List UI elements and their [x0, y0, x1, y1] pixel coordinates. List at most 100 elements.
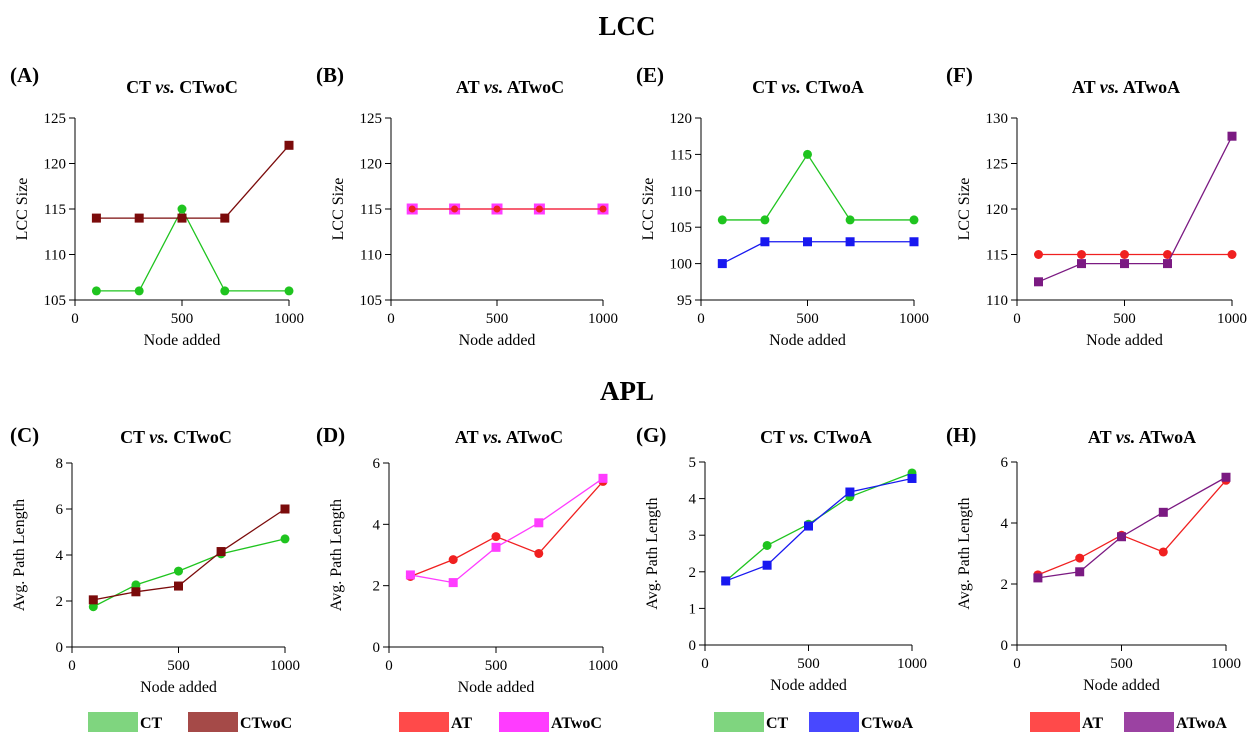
data-point-ctwoa: [845, 487, 855, 497]
panel-title-left: AT: [455, 427, 483, 447]
data-point-ctwoc: [220, 213, 230, 223]
x-axis-label: Node added: [140, 679, 217, 696]
y-tick-label: 2: [689, 565, 697, 581]
x-tick-label: 500: [1110, 656, 1133, 672]
data-point-ctwoa: [909, 237, 919, 247]
panel-a: (A) CT vs. CTwoC 105 110 115 120 125 0 500 1000 No…: [10, 63, 304, 349]
data-point-ctwoc: [131, 587, 141, 597]
panel-title-f: AT vs. ATwoA: [1072, 77, 1180, 97]
legend-label-ct: CT: [140, 715, 163, 732]
panel-letter-h: (H): [946, 423, 976, 447]
data-point-at: [408, 205, 416, 213]
x-tick-label: 500: [796, 311, 819, 327]
section-title-lcc: LCC: [598, 11, 655, 41]
data-point-ct: [280, 534, 290, 544]
legend-label-at: AT: [1082, 715, 1103, 732]
panel-letter-a: (A): [10, 63, 39, 87]
y-tick-label: 0: [373, 640, 381, 656]
y-tick-label: 8: [56, 456, 64, 472]
panel-title-g: CT vs. CTwoA: [760, 427, 872, 447]
y-tick-label: 110: [670, 184, 692, 200]
panel-title-vs: vs.: [1116, 427, 1136, 447]
x-tick-label: 500: [171, 311, 194, 327]
legend-label-ctwoa: CTwoA: [861, 715, 914, 732]
panel-title-b: AT vs. ATwoC: [456, 77, 564, 97]
data-point-ct: [91, 286, 101, 296]
series-line-atwoa: [1038, 135, 1233, 283]
panel-title-vs: vs.: [1100, 77, 1120, 97]
data-point-ctwoa: [845, 237, 855, 247]
data-point-at: [599, 205, 607, 213]
panel-title-e: CT vs. CTwoA: [752, 77, 864, 97]
data-point-ct: [174, 566, 183, 576]
data-point-at: [1034, 250, 1043, 259]
panel-title-h: AT vs. ATwoA: [1088, 427, 1196, 447]
panel-title-left: CT: [120, 427, 149, 447]
y-tick-label: 2: [56, 594, 64, 610]
panel-title-left: CT: [760, 427, 789, 447]
panel-title-vs: vs.: [483, 427, 503, 447]
panel-letter-e: (E): [636, 63, 664, 87]
panel-title-left: AT: [456, 77, 484, 97]
panel-d: (D) AT vs. ATwoC 0 2 4 6 0 500 1000 Node added Avg…: [316, 423, 618, 732]
panel-title-vs: vs.: [781, 77, 801, 97]
legend-label-at: AT: [451, 715, 472, 732]
y-tick-label: 110: [986, 293, 1008, 309]
legend-swatch-atwoa: [1124, 712, 1174, 732]
y-axis-label: Avg. Path Length: [644, 497, 661, 609]
panel-title-d: AT vs. ATwoC: [455, 427, 563, 447]
data-point-atwoa: [1158, 507, 1168, 517]
data-point-atwoa: [1227, 131, 1237, 141]
x-tick-label: 500: [1113, 311, 1136, 327]
y-tick-label: 2: [1001, 577, 1009, 593]
x-tick-label: 0: [701, 656, 709, 672]
y-tick-label: 130: [986, 111, 1009, 127]
x-axis-label: Node added: [459, 332, 536, 349]
data-point-ctwoc: [88, 595, 98, 605]
data-point-atwoc: [448, 578, 458, 588]
panel-title-vs: vs.: [155, 77, 175, 97]
data-point-ctwoc: [216, 547, 226, 557]
y-tick-label: 120: [44, 157, 67, 173]
panel-g: (G) CT vs. CTwoA 0 1 2 3 4 5 0 500 1000 Node added A…: [636, 423, 927, 732]
legend-swatch-at: [1030, 712, 1080, 732]
data-point-atwoa: [1120, 259, 1129, 269]
legend-swatch-ct: [714, 712, 764, 732]
x-axis-label: Node added: [458, 679, 535, 696]
legend-swatch-ctwoc: [188, 712, 238, 732]
data-point-ctwoa: [804, 521, 813, 531]
y-tick-label: 0: [1001, 638, 1009, 654]
data-point-atwoa: [1117, 532, 1126, 542]
data-point-ctwoa: [907, 473, 917, 483]
x-axis-label: Node added: [1083, 677, 1160, 694]
data-point-ctwoc: [280, 504, 290, 514]
data-point-at: [491, 532, 501, 542]
y-axis-label: LCC Size: [14, 178, 31, 241]
y-tick-label: 6: [1001, 455, 1009, 471]
data-point-ct: [845, 215, 855, 225]
y-tick-label: 3: [689, 528, 697, 544]
panel-h: (H) AT vs. ATwoA 0 2 4 6 0 500 1000 Node added Avg…: [946, 423, 1241, 732]
y-tick-label: 125: [986, 157, 1009, 173]
legend-swatch-at: [399, 712, 449, 732]
legend-label-atwoc: ATwoC: [551, 715, 602, 732]
y-tick-label: 120: [670, 111, 693, 127]
x-tick-label: 1000: [1217, 311, 1247, 327]
y-tick-label: 4: [689, 492, 697, 508]
data-point-ct: [717, 215, 727, 225]
data-point-ct: [220, 286, 230, 296]
series-line-atwoa: [1037, 476, 1227, 579]
x-tick-label: 1000: [1211, 656, 1241, 672]
panel-title-right: ATwoC: [502, 427, 563, 447]
x-axis-label: Node added: [770, 677, 847, 694]
data-point-at: [1075, 553, 1085, 563]
x-tick-label: 0: [697, 311, 705, 327]
data-point-at: [493, 205, 501, 213]
x-axis-label: Node added: [1086, 332, 1163, 349]
series-line-ctwoc: [93, 508, 286, 601]
x-tick-label: 1000: [899, 311, 929, 327]
panel-title-left: AT: [1088, 427, 1116, 447]
data-point-atwoc: [405, 570, 415, 580]
data-point-at: [451, 205, 459, 213]
